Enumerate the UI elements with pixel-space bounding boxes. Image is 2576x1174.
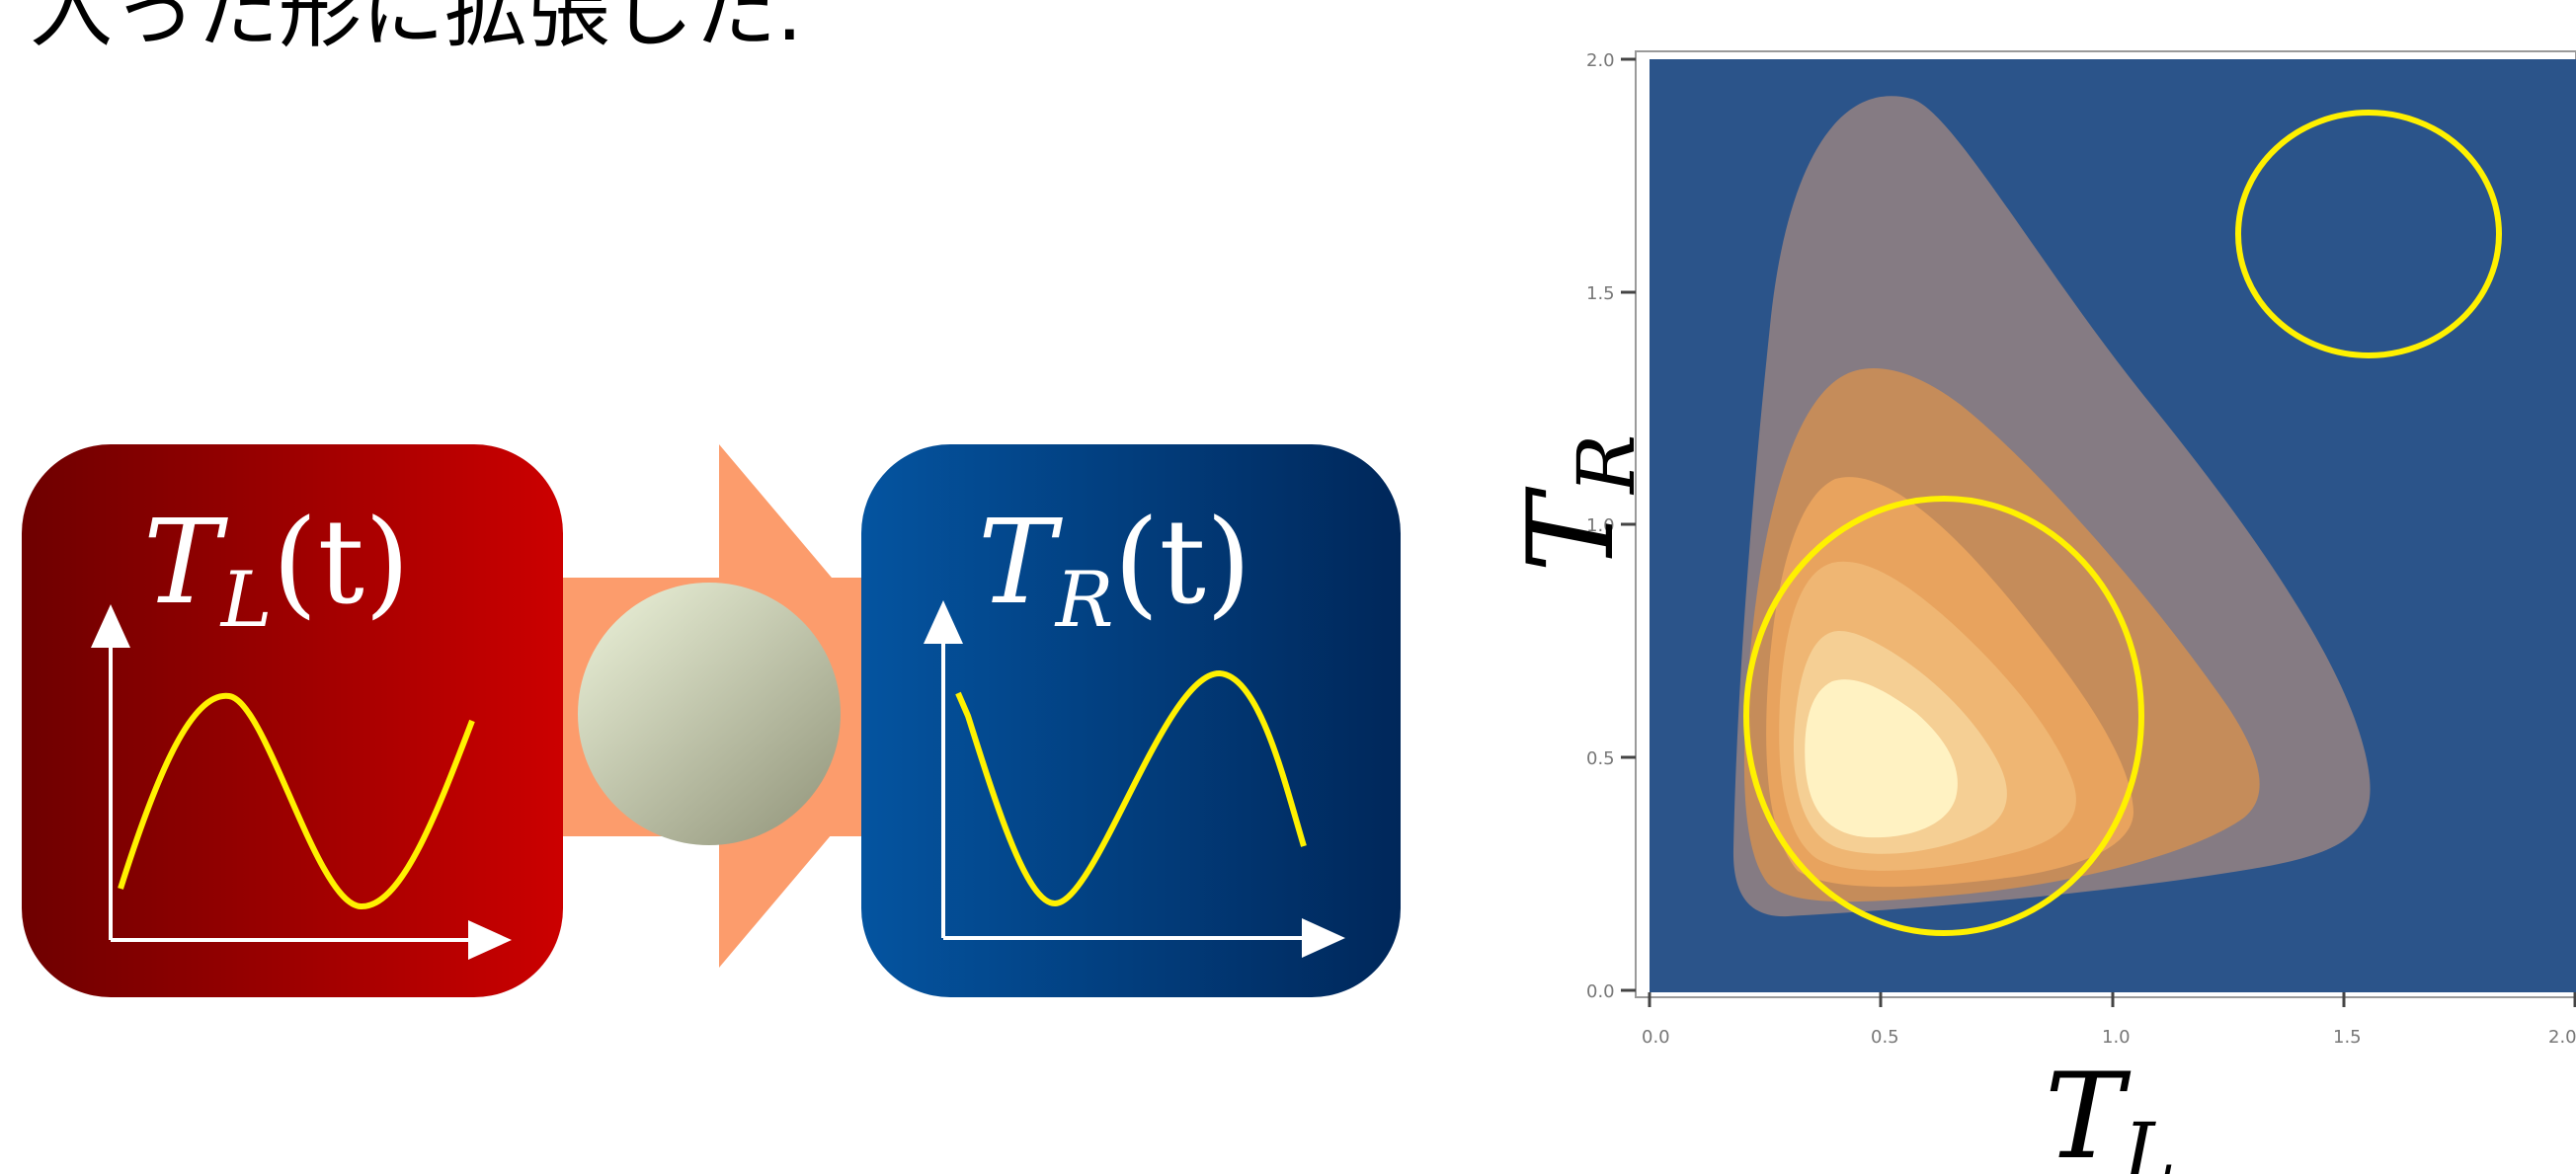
x-tick-label: 0.5 — [1871, 1027, 1899, 1048]
left-label-sub: L — [219, 556, 273, 645]
contour-plot: 0.0 0.5 1.0 1.5 2.0 0.0 0.5 1.0 1.5 2.0 … — [1503, 50, 2576, 1174]
x-tick-label: 0.0 — [1642, 1027, 1670, 1048]
right-label-var: T — [978, 494, 1063, 630]
right-label-arg: (t) — [1113, 494, 1251, 630]
y-tick-label: 0.0 — [1586, 981, 1615, 1002]
left-reservoir-label: TL(t) — [143, 494, 410, 645]
contour-level-5 — [1805, 679, 1958, 838]
y-tick-label: 2.0 — [1586, 50, 1615, 71]
x-tick-label: 1.0 — [2102, 1027, 2131, 1048]
y-axis-label: TR — [1503, 434, 1652, 573]
y-axis-label-sub: R — [1561, 434, 1652, 496]
x-axis-label-var: T — [2045, 1049, 2132, 1174]
x-axis-label: TL — [2045, 1049, 2176, 1174]
right-reservoir-label: TR(t) — [978, 494, 1251, 645]
particle-sphere — [578, 583, 841, 845]
highlight-ellipse-warm-region — [1743, 496, 2144, 936]
left-reservoir-box — [22, 444, 563, 997]
y-axis-label-var: T — [1503, 486, 1641, 573]
right-label-sub: R — [1054, 556, 1114, 645]
caption-text: 入った形に拡張した. — [30, 0, 803, 59]
y-tick-label: 1.5 — [1586, 283, 1615, 304]
y-tick-label: 0.5 — [1586, 748, 1615, 769]
right-reservoir-box — [861, 444, 1401, 997]
y-tick-label: 1.0 — [1586, 515, 1615, 536]
x-tick-label: 2.0 — [2548, 1027, 2576, 1048]
highlight-ellipse-cold-region — [2235, 110, 2502, 358]
left-wave-curve — [118, 692, 475, 910]
left-label-var: T — [143, 494, 228, 630]
left-label-arg: (t) — [273, 494, 411, 630]
right-wave-curve — [955, 669, 1307, 907]
x-tick-label: 1.5 — [2333, 1027, 2362, 1048]
right-reservoir-group: TR(t) — [861, 444, 1401, 997]
plot-ticks — [1621, 57, 2576, 1007]
left-reservoir-group: TL(t) — [22, 444, 889, 997]
x-axis-label-sub: L — [2122, 1106, 2176, 1174]
